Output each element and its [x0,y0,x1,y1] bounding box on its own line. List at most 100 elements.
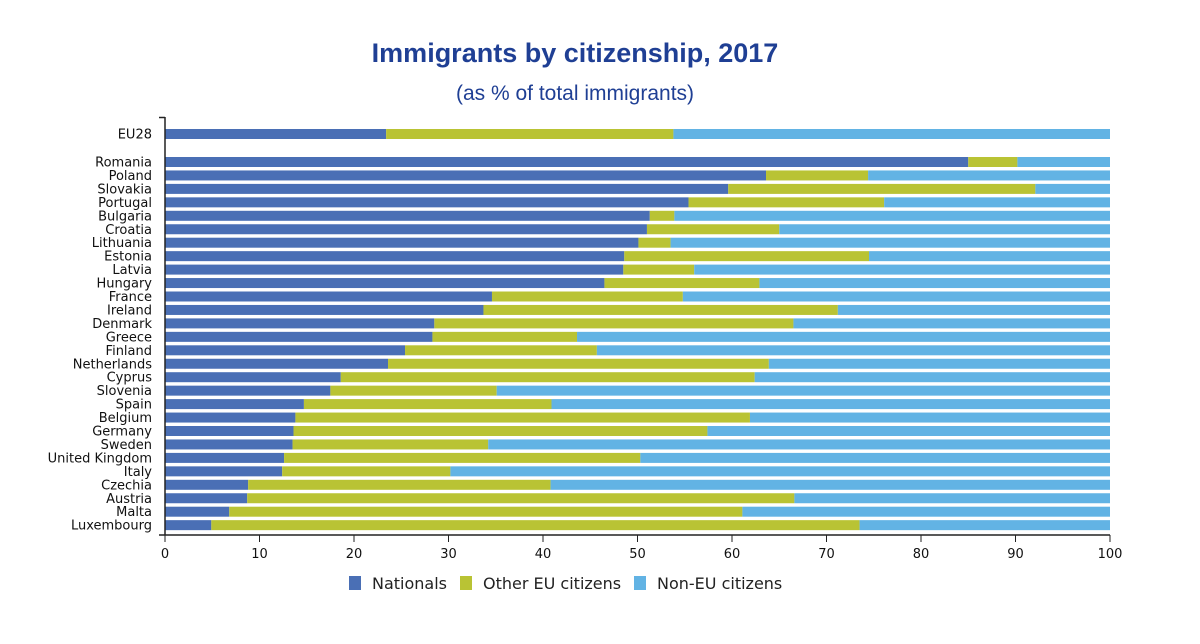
bar-segment-other-eu-citizens [968,157,1018,167]
bar-segment-non-eu-citizens [837,304,1110,315]
bar-segment-other-eu-citizens [688,197,885,208]
legend-swatch [634,576,646,590]
bar-segment-other-eu-citizens [340,372,755,383]
category-label: Germany [92,425,152,440]
bar-segment-non-eu-citizens [488,439,1110,450]
x-tick-label: 70 [818,547,835,562]
bar-segment-non-eu-citizens [759,278,1110,289]
bar-segment-non-eu-citizens [694,264,1110,275]
category-label: Estonia [104,250,152,265]
bar-segment-other-eu-citizens [386,129,674,139]
category-label: France [109,290,152,305]
category-label: Ireland [107,303,152,318]
category-label: Croatia [105,223,152,238]
x-tick-label: 10 [251,547,268,562]
x-tick-label: 80 [913,547,930,562]
bar-segment-non-eu-citizens [1017,157,1110,167]
x-tick-label: 90 [1007,547,1024,562]
bar-segment-nationals [165,479,249,490]
legend-swatch [349,576,361,590]
bar-segment-nationals [165,237,639,248]
bar-segment-non-eu-citizens [749,412,1110,423]
bar-segment-nationals [165,170,767,181]
bar-segment-other-eu-citizens [483,304,838,315]
bar-segment-non-eu-citizens [884,197,1110,208]
bar-segment-nationals [165,183,729,194]
bar-segment-nationals [165,304,484,315]
bar-segment-nationals [165,331,433,342]
bar-segment-non-eu-citizens [596,345,1110,356]
category-label: Denmark [92,317,152,332]
bar-segment-other-eu-citizens [248,479,551,490]
bar-segment-other-eu-citizens [388,358,769,369]
x-tick-label: 0 [161,547,169,562]
bar-segment-other-eu-citizens [623,264,695,275]
category-label: Romania [95,156,152,171]
bar-segment-non-eu-citizens [793,318,1110,329]
bar-segment-nationals [165,210,650,221]
bar-segment-other-eu-citizens [646,224,780,235]
bar-segment-nationals [165,358,389,369]
bar-segment-other-eu-citizens [766,170,869,181]
bar-segment-nationals [165,129,387,139]
category-label: Latvia [112,263,152,278]
bar-segment-other-eu-citizens [295,412,750,423]
bar-segment-nationals [165,439,293,450]
bar-segment-nationals [165,412,296,423]
bars-group [165,129,1110,531]
bar-segment-nationals [165,493,248,504]
category-label: Austria [106,492,152,507]
bar-segment-nationals [165,466,283,477]
bar-segment-nationals [165,520,212,531]
chart-title: Immigrants by citizenship, 2017 [371,38,779,68]
legend-swatch [460,576,472,590]
bar-segment-other-eu-citizens [284,452,641,463]
x-tick-label: 60 [724,547,741,562]
bar-segment-nationals [165,372,341,383]
category-label: Italy [124,465,153,480]
category-label: Bulgaria [98,209,152,224]
legend-item: Nationals [349,574,447,593]
bar-segment-non-eu-citizens [1035,183,1110,194]
bar-segment-non-eu-citizens [682,291,1110,302]
bar-segment-nationals [165,224,647,235]
category-label: Portugal [98,196,152,211]
bar-segment-non-eu-citizens [707,426,1110,436]
legend: Nationals Other EU citizens Non-EU citizen… [349,574,782,593]
legend-item: Other EU citizens [460,574,621,593]
bar-segment-non-eu-citizens [450,466,1110,477]
bar-segment-other-eu-citizens [638,237,671,248]
bar-segment-other-eu-citizens [229,506,743,517]
bar-segment-nationals [165,452,285,463]
x-tick-label: 40 [535,547,552,562]
legend-label: Other EU citizens [483,574,621,593]
bar-segment-nationals [165,506,230,517]
bar-segment-non-eu-citizens [551,399,1110,410]
bar-segment-non-eu-citizens [768,358,1110,369]
category-label: Greece [106,330,152,345]
category-label: Finland [106,344,152,359]
axes-group: 0 10 20 30 40 50 60 70 80 90 100 [159,116,1123,562]
bar-segment-non-eu-citizens [779,224,1110,235]
bar-segment-other-eu-citizens [624,251,870,262]
category-label: Czechia [101,478,152,493]
chart-subtitle: (as % of total immigrants) [455,82,695,105]
bar-segment-other-eu-citizens [282,466,451,477]
category-label: Slovenia [97,384,152,399]
bar-segment-non-eu-citizens [674,210,1110,221]
bar-segment-other-eu-citizens [491,291,683,302]
category-label: Malta [116,505,152,520]
legend-label: Nationals [372,574,447,593]
bar-segment-nationals [165,426,294,436]
bar-segment-other-eu-citizens [292,439,489,450]
category-label: Netherlands [73,357,152,372]
bar-segment-other-eu-citizens [303,399,552,410]
category-label: United Kingdom [48,451,152,466]
x-tick-label: 100 [1098,547,1123,562]
bar-segment-nationals [165,318,435,329]
bar-segment-non-eu-citizens [496,385,1110,396]
bar-segment-non-eu-citizens [754,372,1110,383]
bar-segment-other-eu-citizens [405,345,597,356]
category-label: Spain [116,398,152,413]
